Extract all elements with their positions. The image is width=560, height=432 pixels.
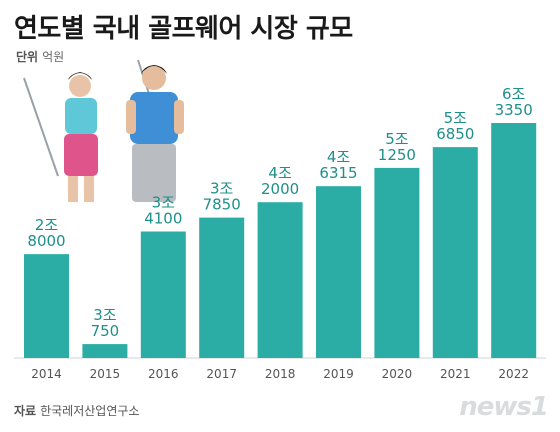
data-label-2021-1: 6850: [436, 125, 474, 143]
golfer-photo: [23, 59, 184, 202]
x-tick-2022: 2022: [498, 367, 529, 381]
data-label-2016-0: 3조: [152, 194, 176, 212]
source-note: 자료 한국레저산업연구소: [14, 402, 139, 419]
data-label-2019-1: 6315: [319, 164, 357, 182]
data-label-2020-1: 1250: [378, 146, 416, 164]
bar-2014: [24, 254, 69, 358]
x-tick-2018: 2018: [265, 367, 296, 381]
data-label-2022-1: 3350: [495, 101, 533, 119]
data-label-2015-1: 750: [91, 322, 120, 340]
data-label-2017-0: 3조: [210, 180, 234, 198]
bar-2018: [257, 202, 303, 358]
data-label-2019-0: 4조: [327, 148, 351, 166]
data-label-2022-0: 6조: [502, 85, 526, 103]
x-tick-2019: 2019: [323, 367, 354, 381]
unit-value: 억원: [42, 50, 65, 64]
x-tick-2017: 2017: [206, 367, 237, 381]
bar-2021: [432, 147, 478, 358]
x-tick-2020: 2020: [382, 367, 413, 381]
data-label-2014-1: 8000: [27, 232, 65, 250]
data-label-2017-1: 7850: [203, 196, 241, 214]
source-key: 자료: [14, 404, 37, 418]
bar-2016: [140, 231, 186, 358]
data-label-2015-0: 3조: [93, 306, 117, 324]
data-label-2020-0: 5조: [385, 130, 409, 148]
data-label-2018-1: 2000: [261, 180, 299, 198]
bar-2019: [316, 186, 361, 358]
bar-2022: [491, 123, 537, 358]
data-label-2021-0: 5조: [444, 109, 468, 127]
bar-2020: [374, 167, 420, 358]
bar-2015: [82, 344, 128, 358]
x-tick-2016: 2016: [148, 367, 179, 381]
chart-title: 연도별 국내 골프웨어 시장 규모: [14, 14, 353, 44]
data-label-2014-0: 2조: [35, 216, 59, 234]
news1-logo: news1: [459, 392, 549, 422]
unit-key: 단위: [16, 50, 39, 64]
bar-2017: [199, 217, 245, 358]
x-tick-2021: 2021: [440, 367, 471, 381]
data-label-2016-1: 4100: [144, 210, 182, 228]
data-label-2018-0: 4조: [268, 164, 292, 182]
x-tick-2014: 2014: [31, 367, 62, 381]
source-value: 한국레저산업연구소: [40, 404, 140, 418]
x-tick-2015: 2015: [90, 367, 121, 381]
unit-note: 단위 억원: [16, 48, 64, 65]
